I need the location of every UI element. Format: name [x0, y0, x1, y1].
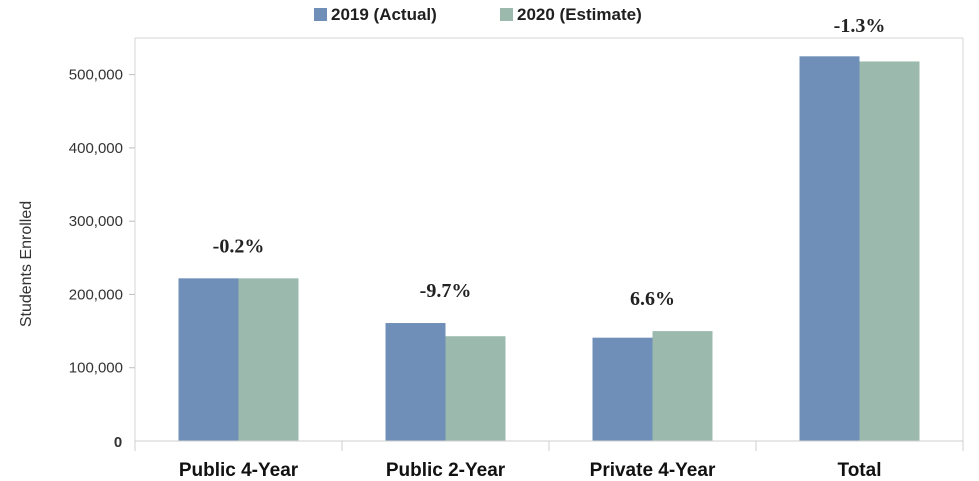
bar-public-2-year-2020	[445, 336, 506, 441]
x-category-label: Total	[838, 460, 882, 481]
y-tick-label: 0	[114, 434, 122, 451]
bar-private-4-year-2020	[652, 331, 713, 441]
x-category-label: Public 4-Year	[179, 460, 299, 481]
x-category-label: Public 2-Year	[386, 460, 506, 481]
change-annotation: 6.6%	[630, 288, 675, 310]
bar-total-2019	[799, 56, 860, 442]
y-axis: Students Enrolled 0 100,000 200,000 300,000…	[18, 67, 135, 451]
change-annotations: -0.2% -9.7% 6.6% -1.3%	[213, 15, 886, 310]
legend-swatch	[314, 8, 327, 21]
x-axis: Public 4-Year Public 2-Year Private 4-Year…	[134, 440, 964, 481]
y-axis-title: Students Enrolled	[18, 201, 35, 327]
bar-private-4-year-2019	[592, 337, 653, 441]
legend-label: 2019 (Actual)	[331, 5, 437, 24]
x-category-label: Private 4-Year	[590, 460, 716, 481]
plot-area	[134, 37, 964, 441]
legend: 2019 (Actual) 2020 (Estimate)	[314, 5, 642, 24]
bars	[178, 56, 920, 442]
y-tick-label: 400,000	[69, 140, 123, 157]
y-tick-label: 300,000	[69, 213, 123, 230]
bar-total-2020	[859, 61, 920, 442]
legend-swatch	[500, 8, 513, 21]
bar-public-4-year-2020	[238, 278, 299, 441]
change-annotation: -9.7%	[420, 280, 472, 302]
y-tick-label: 100,000	[69, 360, 123, 377]
bar-public-4-year-2019	[178, 278, 239, 441]
change-annotation: -0.2%	[213, 235, 265, 257]
change-annotation: -1.3%	[834, 15, 886, 37]
legend-label: 2020 (Estimate)	[517, 5, 642, 24]
y-tick-label: 500,000	[69, 67, 123, 84]
bar-public-2-year-2019	[385, 323, 446, 441]
y-tick-label: 200,000	[69, 286, 123, 303]
